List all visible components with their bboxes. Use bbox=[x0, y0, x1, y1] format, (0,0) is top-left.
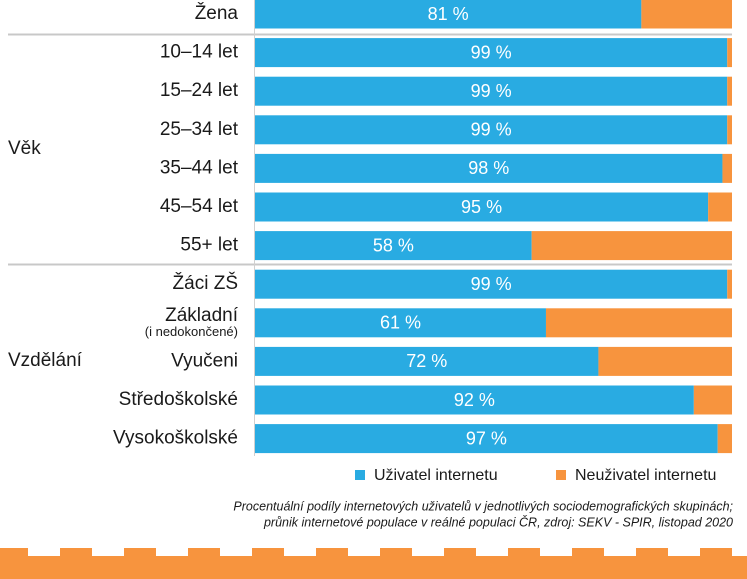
category-label: 35–44 let bbox=[160, 157, 239, 178]
bar-segment bbox=[693, 385, 732, 415]
footer-notch bbox=[604, 548, 636, 556]
footer-decoration bbox=[0, 548, 747, 579]
bar-segment bbox=[255, 269, 728, 299]
bar-segment bbox=[255, 424, 718, 454]
bar-segment bbox=[255, 192, 709, 222]
value-label: 95 % bbox=[461, 197, 502, 217]
footer-notch bbox=[284, 548, 316, 556]
bar-segment bbox=[531, 231, 732, 261]
value-label: 58 % bbox=[373, 235, 414, 255]
value-label: 92 % bbox=[454, 390, 495, 410]
bar-segment bbox=[727, 115, 732, 145]
category-label: Žena bbox=[195, 2, 239, 24]
footer-notch bbox=[156, 548, 188, 556]
value-label: 99 % bbox=[471, 42, 512, 62]
value-label: 98 % bbox=[468, 158, 509, 178]
bar-segment bbox=[255, 308, 546, 338]
footer-notch bbox=[668, 548, 700, 556]
footer-notch bbox=[28, 548, 60, 556]
group-label: Věk bbox=[8, 138, 41, 159]
source-note: Procentuální podíly internetových uživat… bbox=[233, 499, 733, 513]
footer-notch bbox=[412, 548, 444, 556]
footer-notch bbox=[348, 548, 380, 556]
legend-swatch bbox=[355, 470, 365, 480]
footer-notch bbox=[220, 548, 252, 556]
value-label: 81 % bbox=[428, 4, 469, 24]
footer-notch bbox=[92, 548, 124, 556]
bar-segment bbox=[598, 346, 732, 376]
category-label: Vyučeni bbox=[171, 350, 238, 371]
bar-segment bbox=[255, 385, 694, 415]
footer-notches bbox=[28, 548, 747, 556]
category-label: 45–54 let bbox=[160, 196, 239, 217]
footer-notch bbox=[732, 548, 747, 556]
bar-segment bbox=[727, 76, 732, 106]
category-label: Základní bbox=[165, 305, 239, 326]
bar-segment bbox=[727, 269, 732, 299]
bar-segment bbox=[255, 76, 728, 106]
category-label: 25–34 let bbox=[160, 119, 239, 140]
bar-segment bbox=[255, 38, 728, 68]
bar-segment bbox=[727, 38, 732, 68]
legend-label: Uživatel internetu bbox=[374, 467, 498, 484]
bar-segment bbox=[255, 153, 723, 183]
category-note: (i nedokončené) bbox=[145, 324, 238, 339]
bar-segment bbox=[255, 115, 728, 145]
category-label: 15–24 let bbox=[160, 80, 239, 101]
bar-segment bbox=[255, 346, 599, 376]
category-label: Středoškolské bbox=[119, 389, 238, 410]
bar-segment bbox=[708, 192, 732, 222]
bar-segment bbox=[255, 231, 532, 261]
group-label: Vzdělání bbox=[8, 350, 83, 371]
value-label: 99 % bbox=[471, 274, 512, 294]
bar-segment bbox=[722, 153, 732, 183]
legend-label: Neuživatel internetu bbox=[575, 467, 716, 484]
category-label: Vysokoškolské bbox=[113, 428, 238, 449]
value-label: 99 % bbox=[471, 81, 512, 101]
value-label: 72 % bbox=[406, 351, 447, 371]
bar-segment bbox=[641, 0, 732, 29]
bar-segment bbox=[545, 308, 732, 338]
legend-swatch bbox=[556, 470, 566, 480]
category-label: 55+ let bbox=[180, 235, 238, 256]
source-note: průnik internetové populace v reálné pop… bbox=[263, 514, 733, 529]
footer-notch bbox=[540, 548, 572, 556]
value-label: 99 % bbox=[471, 120, 512, 140]
bar-segment bbox=[717, 424, 732, 454]
value-label: 97 % bbox=[466, 428, 507, 448]
value-label: 61 % bbox=[380, 313, 421, 333]
footer-notch bbox=[476, 548, 508, 556]
group-label: Pohlaví bbox=[8, 0, 72, 4]
category-label: Žáci ZŠ bbox=[173, 272, 238, 294]
bar-segment bbox=[255, 0, 642, 29]
category-label: 10–14 let bbox=[160, 42, 239, 63]
